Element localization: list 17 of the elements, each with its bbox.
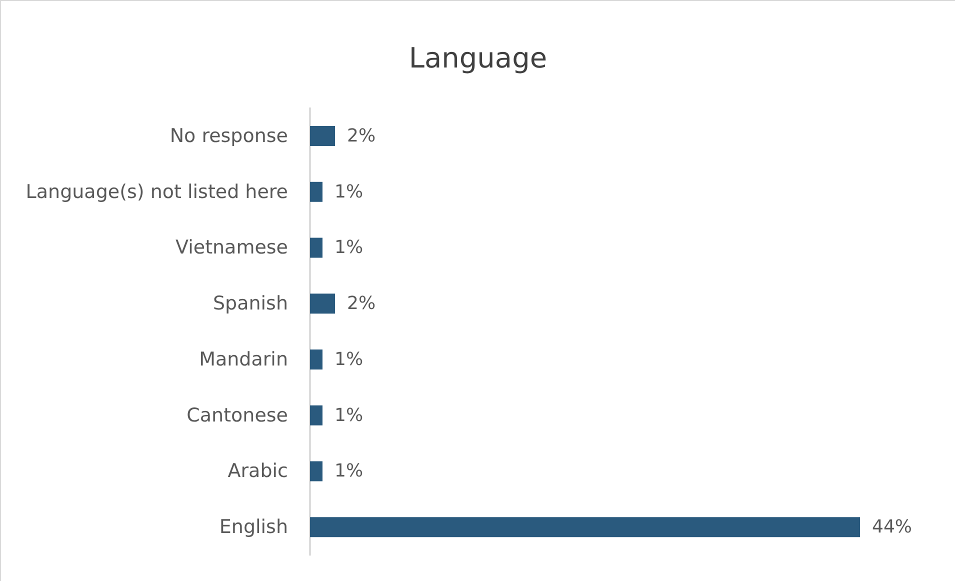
data-label: 2% [347,125,376,146]
y-tick-label: Arabic [228,460,288,482]
y-tick-label: Spanish [212,292,288,315]
data-label: 1% [334,237,364,258]
data-label: 1% [334,404,364,426]
y-tick-label: Language(s) not listed here [26,180,288,203]
y-tick-label: Cantonese [186,404,288,426]
data-label: 1% [334,460,364,482]
y-tick-label: No response [170,124,288,147]
y-tick-label: English [219,516,288,538]
data-label: 1% [334,348,364,370]
chart-title: Language [408,42,548,74]
data-label: 2% [347,293,376,314]
data-label: 1% [334,181,364,202]
y-tick-label: Mandarin [199,348,288,370]
data-label: 44% [872,516,912,538]
y-tick-label: Vietnamese [176,236,288,259]
